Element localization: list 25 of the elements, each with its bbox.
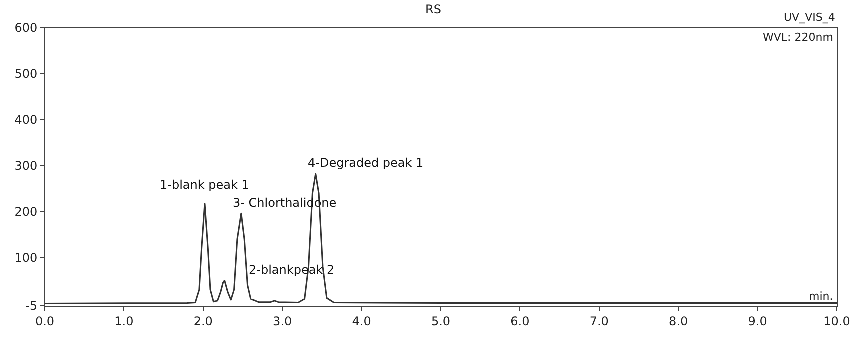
annotation: 4-Degraded peak 1 — [308, 156, 424, 170]
x-tick-label: 6.0 — [510, 314, 530, 328]
annotation: 1-blank peak 1 — [160, 178, 250, 192]
x-axis-title: min. — [809, 290, 834, 303]
x-tick-label: 9.0 — [748, 314, 768, 328]
annotation: WVL: 220nm — [763, 31, 834, 44]
y-tick-label: 100 — [14, 250, 38, 265]
x-tick-label: 10.0 — [824, 314, 850, 328]
x-tick-label: 2.0 — [194, 314, 213, 328]
y-tick-label: 400 — [14, 113, 38, 128]
x-tick-label: 3.0 — [273, 314, 292, 328]
y-tick-label: 300 — [14, 159, 38, 174]
text: UV_VIS_4 — [784, 11, 836, 24]
chart-title: RS — [426, 2, 442, 16]
x-tick-label: 8.0 — [669, 314, 688, 328]
x-tick-label: 1.0 — [114, 314, 134, 328]
y-tick-label: 200 — [14, 205, 38, 219]
x-tick-label: 5.0 — [431, 314, 451, 328]
y-tick-label: 600 — [14, 21, 38, 36]
y-tick-label: 500 — [14, 67, 38, 82]
line-series — [45, 173, 837, 304]
x-tick-label: 0.0 — [35, 314, 55, 328]
y-tick-label: -5 — [26, 299, 38, 314]
x-tick-label: 4.0 — [352, 314, 372, 328]
x-tick-label: 7.0 — [590, 314, 609, 328]
